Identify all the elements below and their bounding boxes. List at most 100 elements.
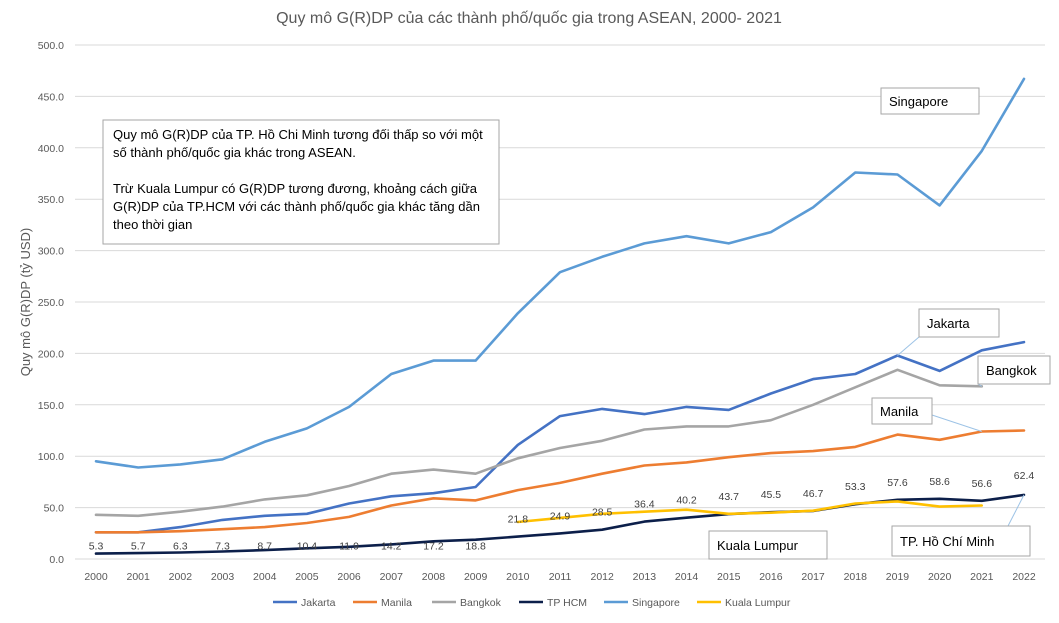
x-tick-label: 2005: [295, 571, 319, 583]
y-tick-label: 100.0: [38, 451, 64, 463]
data-label: 58.6: [929, 476, 950, 488]
data-label: 10.4: [297, 540, 318, 552]
data-label: 36.4: [634, 499, 655, 511]
x-tick-label: 2012: [591, 571, 615, 583]
x-tick-label: 2017: [801, 571, 825, 583]
series-line-jakarta: [94, 340, 1026, 534]
legend-label: Singapore: [632, 597, 680, 609]
series-line-bangkok: [94, 368, 984, 518]
callout-leader: [931, 414, 982, 433]
callout-box: [880, 87, 980, 115]
data-label: 5.3: [89, 540, 104, 552]
data-label: 24.9: [550, 510, 571, 522]
callout-label: Kuala Lumpur: [717, 538, 799, 553]
y-axis-title: Quy mô G(R)DP (tỷ USD): [18, 228, 33, 377]
data-label: 28.5: [592, 507, 613, 519]
legend-label: Kuala Lumpur: [725, 597, 791, 609]
data-label: 43.7: [719, 491, 740, 503]
data-labels: 5.3 5.7 6.3 7.3 8.7 10.4 11.9 14.2 17.2 18.8 21.8 2…: [89, 470, 1035, 552]
legend-label: Bangkok: [460, 597, 502, 609]
x-tick-label: 2011: [549, 571, 572, 583]
callout-leader: [897, 336, 920, 356]
callout-label: Singapore: [889, 94, 948, 109]
x-tick-label: 2007: [380, 571, 404, 583]
series-line-kuala-lumpur: [516, 500, 984, 524]
data-label: 18.8: [465, 540, 486, 552]
data-label: 53.3: [845, 481, 866, 493]
x-tick-label: 2008: [422, 571, 446, 583]
y-tick-label: 300.0: [38, 246, 64, 258]
x-tick-label: 2006: [337, 571, 361, 583]
x-tick-label: 2020: [928, 571, 952, 583]
y-tick-label: 400.0: [38, 143, 64, 155]
chart-title: Quy mô G(R)DP của các thành phố/quốc gia…: [276, 10, 782, 27]
note-line: theo thời gian: [113, 217, 192, 232]
callout-label: Manila: [880, 404, 919, 419]
data-label: 57.6: [887, 477, 908, 489]
note-line: Quy mô G(R)DP của TP. Hồ Chi Minh tương …: [113, 127, 483, 142]
note-line: Trừ Kuala Lumpur có G(R)DP tương đương, …: [113, 181, 478, 196]
series-line-manila: [94, 429, 1026, 534]
x-tick-label: 2000: [84, 571, 108, 583]
y-tick-label: 50.0: [44, 503, 65, 515]
data-label: 11.9: [339, 540, 359, 552]
y-tick-label: 150.0: [38, 400, 64, 412]
callout-box: [708, 530, 828, 560]
data-label: 6.3: [173, 540, 188, 552]
data-label: 14.2: [381, 540, 402, 552]
x-tick-label: 2003: [211, 571, 235, 583]
y-tick-label: 500.0: [38, 40, 64, 52]
y-tick-label: 250.0: [38, 297, 64, 309]
callout-label: TP. Hồ Chí Minh: [900, 534, 994, 549]
legend-label: TP HCM: [547, 597, 587, 609]
data-label: 62.4: [1014, 470, 1035, 482]
x-tick-label: 2002: [169, 571, 193, 583]
y-tick-label: 450.0: [38, 91, 64, 103]
annotation-note: Quy mô G(R)DP của TP. Hồ Chi Minh tương …: [102, 119, 500, 245]
data-label: 56.6: [972, 478, 993, 490]
data-label: 21.8: [508, 514, 529, 526]
legend-label: Jakarta: [301, 597, 336, 609]
x-tick-label: 2018: [844, 571, 868, 583]
series-lines: [94, 77, 1026, 555]
x-tick-label: 2016: [759, 571, 783, 583]
data-label: 40.2: [676, 495, 697, 507]
callout-label: Bangkok: [986, 363, 1037, 378]
note-line: G(R)DP của TP.HCM với các thành phố/quốc…: [113, 199, 480, 214]
y-tick-label: 350.0: [38, 194, 64, 206]
series-line-singapore: [94, 77, 1026, 469]
x-tick-label: 2021: [970, 571, 994, 583]
y-axis-ticks: 0.0 50.0 100.0 150.0 200.0 250.0 300.0 350.0 400…: [38, 40, 64, 566]
y-tick-label: 0.0: [49, 554, 64, 566]
data-label: 46.7: [803, 488, 824, 500]
x-tick-label: 2014: [675, 571, 699, 583]
data-label: 5.7: [131, 540, 146, 552]
x-tick-label: 2015: [717, 571, 741, 583]
x-tick-label: 2013: [633, 571, 657, 583]
data-label: 45.5: [761, 489, 782, 501]
callout-box: [977, 355, 1051, 385]
callout-label: Jakarta: [927, 316, 970, 331]
y-tick-label: 200.0: [38, 348, 64, 360]
callout-box: [891, 525, 1031, 557]
callout-box: [918, 308, 1000, 338]
x-tick-label: 2001: [127, 571, 151, 583]
note-line: số thành phố/quốc gia khác trong ASEAN.: [113, 145, 356, 160]
legend: Jakarta Manila Bangkok TP HCM Singapore Kuala…: [273, 597, 791, 609]
data-label: 17.2: [423, 540, 444, 552]
note-box: [102, 119, 500, 245]
x-axis-ticks: 2000 2001 2002 2003 2004 2005 2006 2007 2008 2009…: [84, 571, 1036, 583]
data-label: 8.7: [257, 540, 272, 552]
x-tick-label: 2009: [464, 571, 488, 583]
x-tick-label: 2022: [1012, 571, 1036, 583]
data-label: 7.3: [215, 540, 230, 552]
legend-label: Manila: [381, 597, 412, 609]
x-tick-label: 2004: [253, 571, 277, 583]
callout-box: [871, 397, 933, 425]
x-tick-label: 2019: [886, 571, 910, 583]
callout-leader: [1007, 494, 1025, 527]
x-tick-label: 2010: [506, 571, 530, 583]
series-callouts: Singapore Jakarta Bangkok Manila Kuala Lumpu…: [708, 87, 1051, 560]
